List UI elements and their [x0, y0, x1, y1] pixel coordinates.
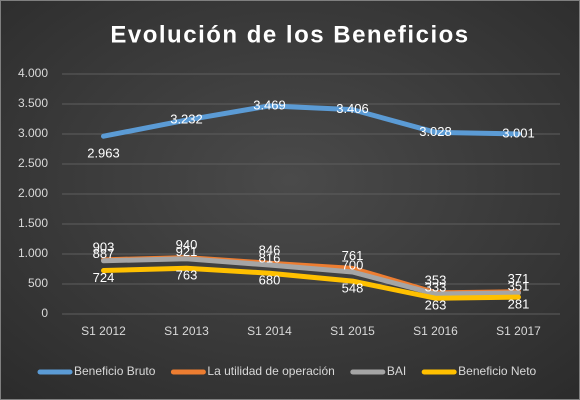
y-tick-label: 3.500	[18, 96, 48, 110]
data-label: 3.406	[336, 101, 369, 116]
x-tick-label: S1 2014	[247, 324, 292, 338]
data-label: 3.232	[170, 112, 203, 127]
data-label: 371	[508, 271, 530, 286]
y-tick-label: 1.500	[18, 216, 48, 230]
data-label: 816	[259, 250, 281, 265]
data-label: 281	[508, 297, 530, 312]
y-tick-label: 1.000	[18, 246, 48, 260]
series-line	[101, 103, 521, 139]
data-label: 3.028	[419, 124, 452, 139]
data-label: 940	[176, 237, 198, 252]
data-label: 680	[259, 273, 281, 288]
y-tick-label: 2.500	[18, 156, 48, 170]
x-tick-label: S1 2015	[330, 324, 375, 338]
y-tick-label: 500	[28, 276, 48, 290]
data-label: 3.001	[502, 125, 535, 140]
data-label: 903	[93, 239, 115, 254]
data-label: 700	[342, 257, 364, 272]
data-label: 353	[425, 272, 447, 287]
data-label: 724	[93, 270, 115, 285]
data-label: 763	[176, 268, 198, 283]
y-tick-label: 0	[41, 306, 48, 320]
series-line	[101, 256, 521, 297]
y-tick-label: 3.000	[18, 126, 48, 140]
x-tick-label: S1 2017	[496, 324, 541, 338]
data-label: 2.963	[87, 146, 120, 161]
legend-label: La utilidad de operación	[207, 364, 334, 378]
legend-label: Beneficio Bruto	[74, 364, 156, 378]
legend-label: BAI	[387, 364, 406, 378]
x-tick-label: S1 2013	[164, 324, 209, 338]
legend-label: Beneficio Neto	[458, 364, 536, 378]
chart-title: Evolución de los Beneficios	[110, 21, 469, 48]
data-label: 333	[425, 279, 447, 294]
y-tick-label: 2.000	[18, 186, 48, 200]
y-tick-label: 4.000	[18, 66, 48, 80]
data-label: 3.469	[253, 97, 286, 112]
data-label: 921	[176, 244, 198, 259]
x-tick-label: S1 2012	[81, 324, 126, 338]
data-label: 548	[342, 281, 364, 296]
data-label: 846	[259, 243, 281, 258]
data-label: 263	[425, 298, 447, 313]
x-tick-label: S1 2016	[413, 324, 458, 338]
data-label: 887	[93, 246, 115, 261]
series-line	[101, 265, 521, 301]
data-label: 761	[342, 248, 364, 263]
data-label: 351	[508, 278, 530, 293]
